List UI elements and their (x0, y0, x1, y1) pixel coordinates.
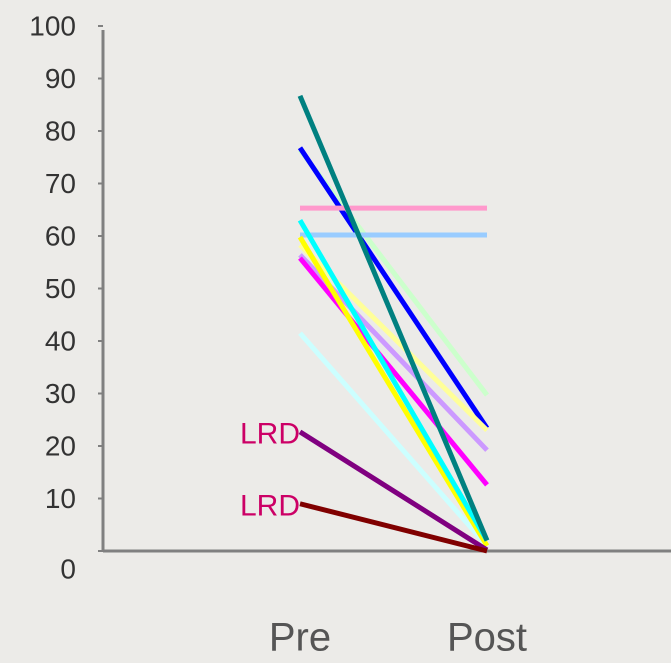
y-tick-label: 50 (45, 273, 76, 304)
y-tick-label: 0 (60, 553, 76, 584)
x-tick-label: Post (447, 616, 527, 660)
x-tick-label: Pre (269, 616, 331, 660)
chart: 0 10 20 30 40 50 60 70 80 90 100 Pre Post LRD LRD (0, 0, 671, 663)
y-tick-label: 10 (45, 483, 76, 514)
y-tick-label: 60 (45, 220, 76, 251)
y-tick-label: 40 (45, 325, 76, 356)
y-tick-label: 90 (45, 63, 76, 94)
y-tick-label: 70 (45, 168, 76, 199)
y-tick-label: 30 (45, 378, 76, 409)
y-tick-label: 20 (45, 430, 76, 461)
background (0, 0, 671, 663)
annotation: LRD (240, 418, 300, 451)
y-tick-label: 100 (29, 10, 76, 41)
annotation: LRD (240, 490, 300, 523)
y-tick-label: 80 (45, 115, 76, 146)
